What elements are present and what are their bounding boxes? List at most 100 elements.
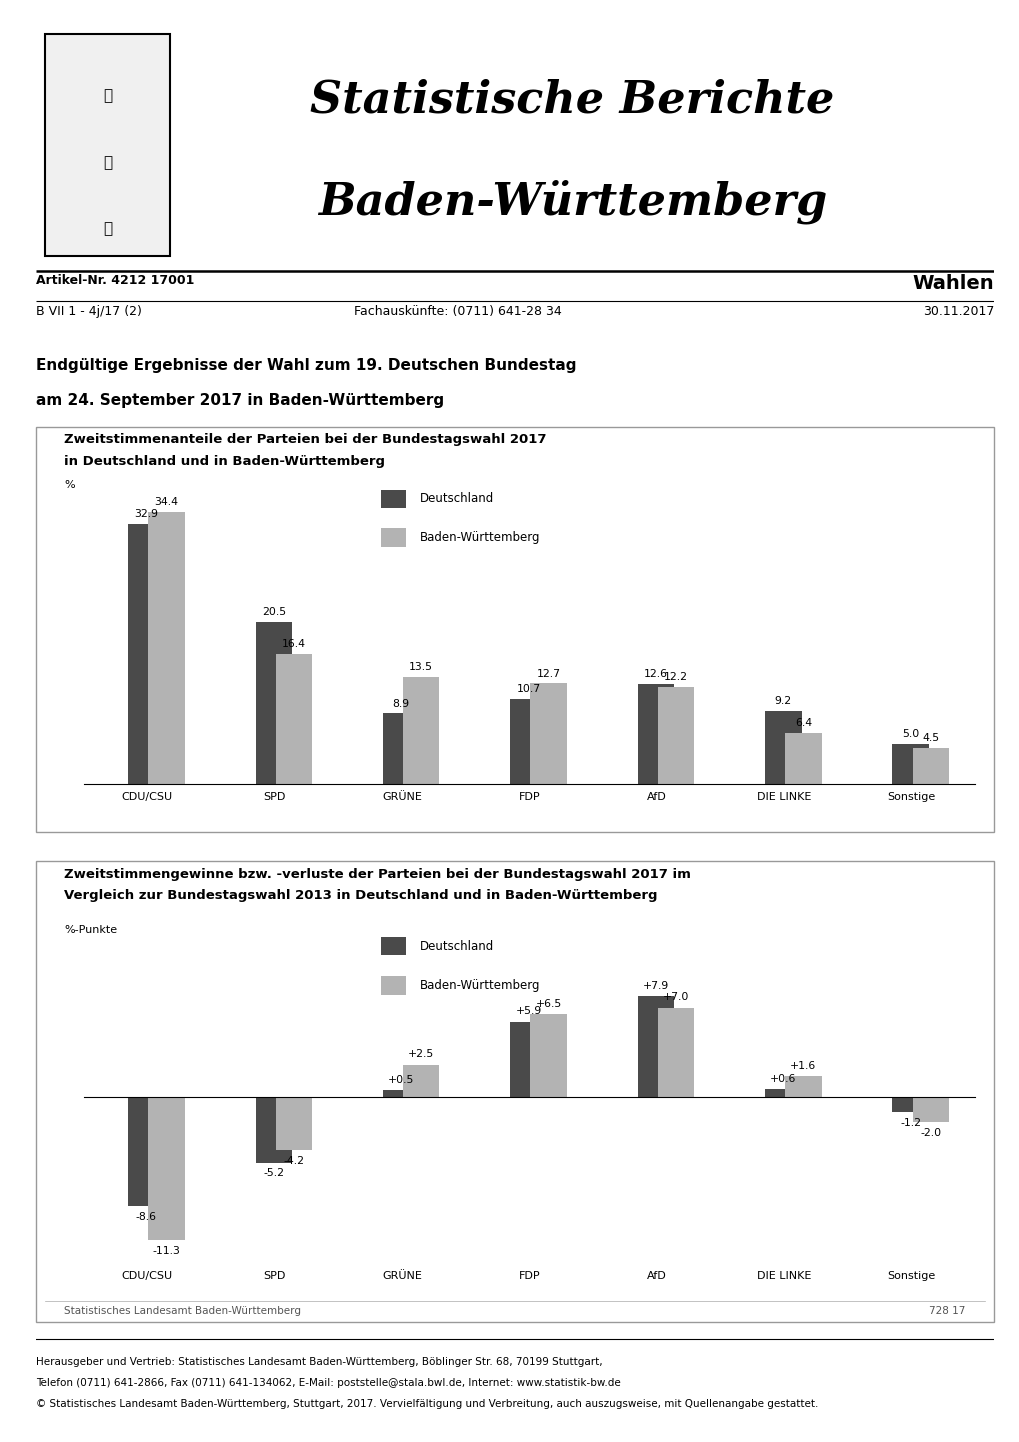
Text: Sonstige: Sonstige [887,792,934,802]
Text: Baden-Württemberg: Baden-Württemberg [420,979,540,992]
Text: CDU/CSU: CDU/CSU [121,1270,173,1280]
Text: GRÜNE: GRÜNE [382,1270,422,1280]
Bar [637,996,674,1097]
Bar [785,733,821,783]
Text: © Statistisches Landesamt Baden-Württemberg, Stuttgart, 2017. Vervielfältigung u: © Statistisches Landesamt Baden-Württemb… [36,1399,817,1409]
Text: Artikel-Nr. 4212 17001: Artikel-Nr. 4212 17001 [36,274,194,287]
Text: +7.9: +7.9 [642,981,668,991]
Text: Zweitstimmengewinne bzw. -verluste der Parteien bei der Bundestagswahl 2017 im: Zweitstimmengewinne bzw. -verluste der P… [64,868,691,881]
Text: +1.6: +1.6 [790,1061,816,1071]
Bar [256,1097,291,1162]
Text: 13.5: 13.5 [409,662,433,672]
Text: DIE LINKE: DIE LINKE [756,1270,811,1280]
Text: +0.5: +0.5 [387,1074,414,1084]
Text: +0.6: +0.6 [769,1074,796,1083]
Bar [912,748,948,783]
Text: -2.0: -2.0 [919,1128,941,1138]
Text: GRÜNE: GRÜNE [382,792,422,802]
Text: 𝕷: 𝕷 [103,156,112,170]
Bar [510,1022,546,1097]
Text: -4.2: -4.2 [283,1155,304,1165]
Text: 20.5: 20.5 [262,607,285,617]
Bar [380,937,406,956]
Text: %-Punkte: %-Punkte [64,926,117,936]
Text: Fachauskünfte: (0711) 641-28 34: Fachauskünfte: (0711) 641-28 34 [354,306,560,319]
Text: -11.3: -11.3 [153,1246,180,1256]
Text: FDP: FDP [518,792,540,802]
Text: Wahlen: Wahlen [912,274,994,293]
Text: B VII 1 - 4j/17 (2): B VII 1 - 4j/17 (2) [36,306,142,319]
Text: in Deutschland und in Baden-Württemberg: in Deutschland und in Baden-Württemberg [64,456,385,469]
Text: 5.0: 5.0 [901,730,918,740]
Text: Baden-Württemberg: Baden-Württemberg [420,531,540,544]
Text: FDP: FDP [518,1270,540,1280]
Text: Statistisches Landesamt Baden-Württemberg: Statistisches Landesamt Baden-Württember… [64,1305,302,1315]
Text: -1.2: -1.2 [900,1118,920,1128]
Text: Deutschland: Deutschland [420,492,494,505]
Bar [128,1097,164,1206]
Bar [403,678,439,783]
Text: 8.9: 8.9 [392,698,410,708]
Bar [403,1066,439,1097]
Text: am 24. September 2017 in Baden-Württemberg: am 24. September 2017 in Baden-Württembe… [36,394,443,408]
Bar [382,1090,419,1097]
FancyBboxPatch shape [36,427,994,832]
Text: Herausgeber und Vertrieb: Statistisches Landesamt Baden-Württemberg, Böblinger S: Herausgeber und Vertrieb: Statistisches … [36,1357,602,1367]
Text: Statistische Berichte: Statistische Berichte [310,79,834,123]
Bar [45,35,170,255]
Text: %: % [64,480,75,490]
Text: 𝕷: 𝕷 [103,222,112,236]
Text: Deutschland: Deutschland [420,940,494,953]
Text: 34.4: 34.4 [154,497,178,508]
Text: Zweitstimmenanteile der Parteien bei der Bundestagswahl 2017: Zweitstimmenanteile der Parteien bei der… [64,433,546,446]
Bar [148,1097,184,1240]
Bar [637,684,674,783]
Text: Telefon (0711) 641-2866, Fax (0711) 641-134062, E-Mail: poststelle@stala.bwl.de,: Telefon (0711) 641-2866, Fax (0711) 641-… [36,1379,620,1389]
Bar [892,744,928,783]
Text: 728 17: 728 17 [928,1305,965,1315]
Bar [275,655,312,783]
FancyBboxPatch shape [36,861,994,1322]
Text: 10.7: 10.7 [516,685,540,694]
Bar [892,1097,928,1112]
Bar [657,1008,694,1097]
Bar [382,714,419,783]
Bar [128,523,164,783]
Text: AfD: AfD [646,1270,666,1280]
Text: 𝕷: 𝕷 [103,88,112,104]
Text: +2.5: +2.5 [408,1050,434,1060]
Bar [380,528,406,547]
Bar [380,976,406,995]
Text: -5.2: -5.2 [263,1168,284,1178]
Bar [657,688,694,783]
Text: DIE LINKE: DIE LINKE [756,792,811,802]
Text: Endgültige Ergebnisse der Wahl zum 19. Deutschen Bundestag: Endgültige Ergebnisse der Wahl zum 19. D… [36,359,576,373]
Text: 30.11.2017: 30.11.2017 [922,306,994,319]
Text: 9.2: 9.2 [774,696,791,707]
Text: AfD: AfD [646,792,666,802]
Text: 4.5: 4.5 [921,733,938,743]
Text: +7.0: +7.0 [662,992,689,1002]
Text: 32.9: 32.9 [135,509,158,519]
Bar [785,1077,821,1097]
Text: 12.6: 12.6 [643,669,667,679]
Text: +5.9: +5.9 [515,1007,541,1017]
Bar [380,490,406,508]
Text: -8.6: -8.6 [136,1211,157,1221]
Bar [912,1097,948,1122]
Text: SPD: SPD [263,1270,285,1280]
Text: Sonstige: Sonstige [887,1270,934,1280]
Bar [530,1014,567,1097]
Bar [764,711,801,783]
Bar [510,699,546,783]
Bar [530,684,567,783]
Bar [148,512,184,783]
Bar [275,1097,312,1151]
Text: +6.5: +6.5 [535,999,561,1009]
Text: 12.7: 12.7 [536,669,560,679]
Text: SPD: SPD [263,792,285,802]
Bar [256,622,291,783]
Text: Baden-Württemberg: Baden-Württemberg [318,179,826,224]
Text: 6.4: 6.4 [794,718,811,728]
Text: 12.2: 12.2 [663,672,688,682]
